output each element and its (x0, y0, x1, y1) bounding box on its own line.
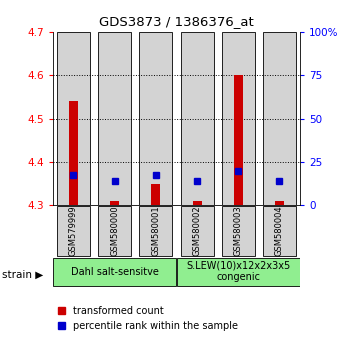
Text: GSM579999: GSM579999 (69, 206, 78, 256)
Bar (110, 201, 119, 205)
FancyBboxPatch shape (57, 206, 90, 256)
Bar (263, 32, 296, 205)
Text: GSM580003: GSM580003 (234, 206, 243, 256)
Bar (193, 201, 202, 205)
FancyBboxPatch shape (263, 206, 296, 256)
Text: S.LEW(10)x12x2x3x5
congenic: S.LEW(10)x12x2x3x5 congenic (186, 261, 291, 282)
Title: GDS3873 / 1386376_at: GDS3873 / 1386376_at (99, 15, 254, 28)
Text: GSM580004: GSM580004 (275, 206, 284, 256)
Bar (181, 32, 213, 205)
Bar (98, 32, 131, 205)
Legend: transformed count, percentile rank within the sample: transformed count, percentile rank withi… (58, 306, 238, 331)
Bar (139, 32, 172, 205)
Bar (57, 32, 90, 205)
FancyBboxPatch shape (177, 258, 300, 286)
FancyBboxPatch shape (181, 206, 213, 256)
Text: GSM580001: GSM580001 (151, 206, 160, 256)
Text: Dahl salt-sensitve: Dahl salt-sensitve (71, 267, 159, 277)
Bar (234, 75, 243, 205)
FancyBboxPatch shape (98, 206, 131, 256)
Bar (151, 184, 160, 205)
Bar (275, 201, 284, 205)
FancyBboxPatch shape (139, 206, 172, 256)
Bar (222, 32, 255, 205)
Text: strain ▶: strain ▶ (2, 269, 43, 279)
Text: GSM580002: GSM580002 (193, 206, 202, 256)
FancyBboxPatch shape (222, 206, 255, 256)
FancyBboxPatch shape (53, 258, 176, 286)
Text: GSM580000: GSM580000 (110, 206, 119, 256)
Bar (69, 101, 78, 205)
